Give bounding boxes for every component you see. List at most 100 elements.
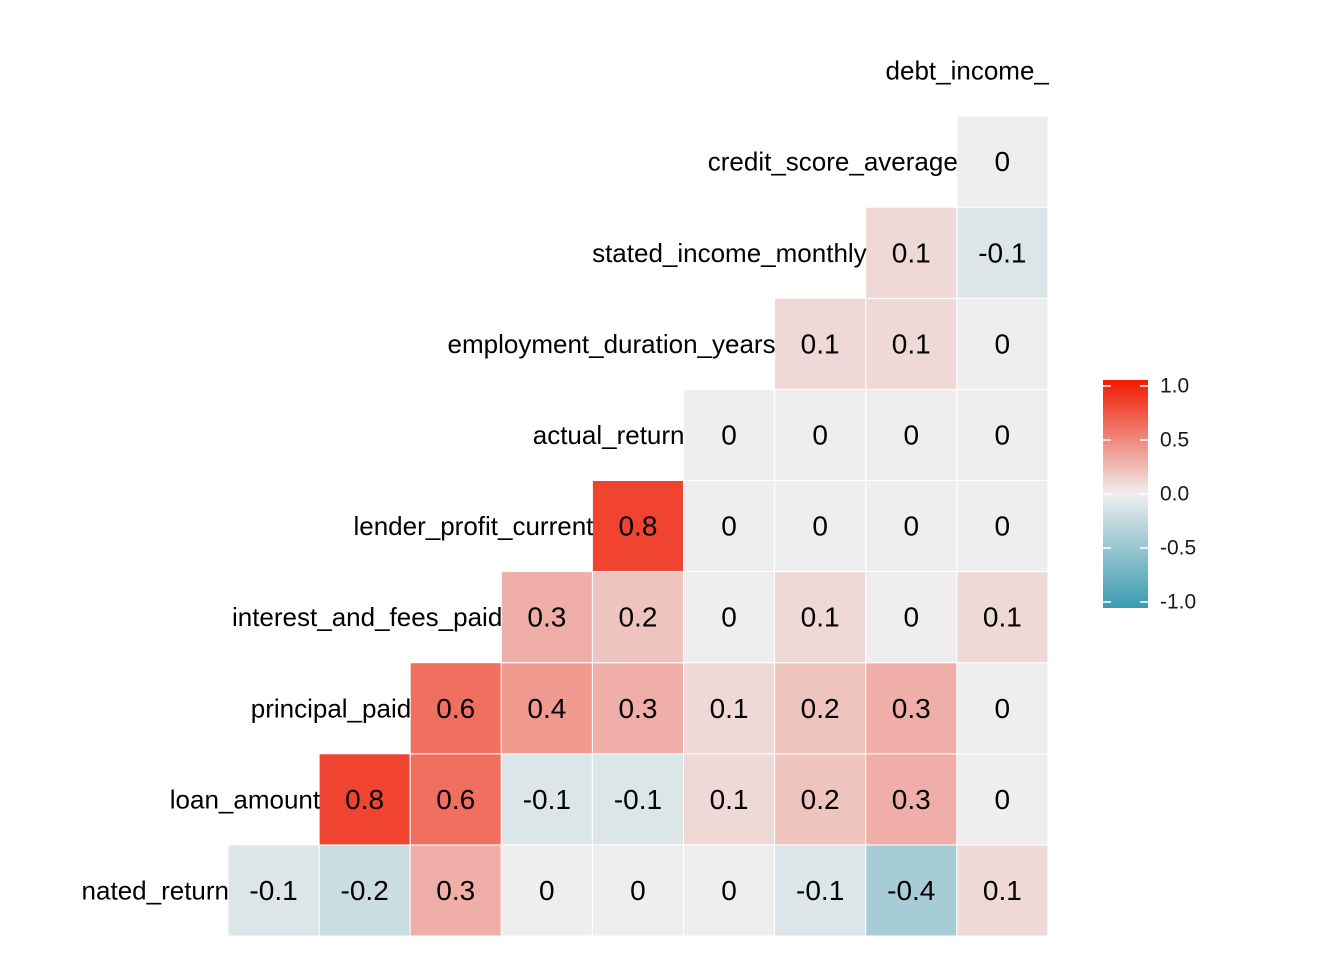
heatmap-cell bbox=[956, 297, 1049, 390]
heatmap-cell bbox=[865, 753, 958, 846]
heatmap-cell bbox=[591, 844, 685, 937]
heatmap-cell bbox=[956, 662, 1049, 755]
row-labels: nated_return loan_amount principal_paid int… bbox=[82, 56, 1050, 906]
heatmap-cell bbox=[956, 844, 1049, 937]
cell-value: 0 bbox=[995, 146, 1011, 177]
cell-value: 0.2 bbox=[618, 602, 657, 633]
heatmap-cell bbox=[318, 844, 411, 937]
row-label: stated_income_monthly bbox=[592, 238, 867, 268]
heatmap-cell bbox=[865, 206, 958, 299]
heatmap-cell bbox=[865, 480, 958, 573]
legend-tick-label: 1.0 bbox=[1160, 375, 1189, 398]
row-label: actual_return bbox=[533, 420, 685, 450]
cell-value: 0 bbox=[630, 875, 646, 906]
row-label: credit_score_average bbox=[708, 147, 958, 177]
cell-value: -0.1 bbox=[249, 875, 297, 906]
cell-value: 0.1 bbox=[801, 328, 840, 359]
cell-value: 0.4 bbox=[527, 693, 566, 724]
cell-value: -0.2 bbox=[341, 875, 389, 906]
heatmap-cell bbox=[409, 662, 502, 755]
cell-value: 0.6 bbox=[436, 693, 475, 724]
heatmap-cell bbox=[774, 388, 867, 481]
heatmap-cell bbox=[865, 662, 958, 755]
cell-value: 0.8 bbox=[345, 784, 384, 815]
heatmap-cell bbox=[956, 206, 1049, 299]
cell-value: 0 bbox=[721, 602, 737, 633]
heatmap-cell bbox=[500, 571, 593, 664]
cell-value: 0 bbox=[995, 511, 1011, 542]
heatmap-cell bbox=[227, 844, 320, 937]
cell-value: 0 bbox=[995, 419, 1011, 450]
cell-value: 0.1 bbox=[801, 602, 840, 633]
cell-value: 0 bbox=[721, 419, 737, 450]
legend-tick-label: -1.0 bbox=[1160, 591, 1196, 614]
cell-value: 0 bbox=[995, 693, 1011, 724]
cell-value: -0.1 bbox=[614, 784, 662, 815]
cell-value: 0 bbox=[903, 511, 919, 542]
cell-value: 0.1 bbox=[710, 784, 749, 815]
heatmap-cell bbox=[865, 844, 958, 937]
cell-value: -0.4 bbox=[887, 875, 935, 906]
heatmap-cell bbox=[865, 571, 958, 664]
cell-value: 0.6 bbox=[436, 784, 475, 815]
heatmap-cell bbox=[774, 297, 867, 390]
cell-value: 0.3 bbox=[618, 693, 657, 724]
heatmap-cell bbox=[956, 571, 1049, 664]
row-label: principal_paid bbox=[251, 693, 411, 723]
row-label: interest_and_fees_paid bbox=[232, 602, 502, 632]
heatmap-cell bbox=[683, 662, 776, 755]
heatmap-cell bbox=[774, 844, 867, 937]
row-label: loan_amount bbox=[170, 784, 321, 814]
cell-value: 0.2 bbox=[801, 693, 840, 724]
cell-value: 0.3 bbox=[892, 784, 931, 815]
row-label: lender_profit_current bbox=[353, 511, 594, 541]
cell-value: 0.1 bbox=[710, 693, 749, 724]
heatmap-cell bbox=[591, 753, 685, 846]
cell-value: 0 bbox=[539, 875, 555, 906]
heatmap-cell bbox=[774, 753, 867, 846]
heatmap-cell bbox=[683, 571, 776, 664]
cell-value: 0 bbox=[995, 784, 1011, 815]
cell-value: 0 bbox=[721, 511, 737, 542]
cell-value: 0.3 bbox=[892, 693, 931, 724]
heatmap-cell bbox=[956, 480, 1049, 573]
legend-tick-label: 0.5 bbox=[1160, 429, 1189, 452]
cell-value: 0.1 bbox=[983, 602, 1022, 633]
heatmap-cell bbox=[500, 753, 593, 846]
cell-value: -0.1 bbox=[978, 237, 1026, 268]
cell-value: 0.2 bbox=[801, 784, 840, 815]
color-legend: 1.0 0.5 0.0 -0.5 -1.0 bbox=[1103, 375, 1196, 614]
heatmap-cell bbox=[865, 297, 958, 390]
cell-value: 0.1 bbox=[983, 875, 1022, 906]
cell-value: 0.3 bbox=[527, 602, 566, 633]
cell-value: 0 bbox=[995, 328, 1011, 359]
heatmap-cell bbox=[865, 388, 958, 481]
cell-value: 0.1 bbox=[892, 328, 931, 359]
cell-value: 0.8 bbox=[618, 511, 657, 542]
heatmap-cells bbox=[227, 115, 1049, 937]
cell-value: -0.1 bbox=[523, 784, 571, 815]
heatmap-cell bbox=[500, 662, 593, 755]
row-label: debt_income_ bbox=[886, 56, 1050, 86]
heatmap-cell bbox=[774, 571, 867, 664]
heatmap-cell bbox=[683, 388, 776, 481]
cell-value: 0 bbox=[812, 419, 828, 450]
heatmap-cell bbox=[956, 753, 1049, 846]
heatmap-cell bbox=[318, 753, 411, 846]
cell-value: 0.3 bbox=[436, 875, 475, 906]
legend-tick-label: -0.5 bbox=[1160, 537, 1196, 560]
heatmap-cell bbox=[500, 844, 593, 937]
cell-value: 0 bbox=[903, 602, 919, 633]
legend-tick-label: 0.0 bbox=[1160, 483, 1189, 506]
heatmap-cell bbox=[956, 115, 1049, 208]
cell-value: 0 bbox=[721, 875, 737, 906]
cell-value: 0.1 bbox=[892, 237, 931, 268]
heatmap-cell bbox=[591, 662, 685, 755]
heatmap-cell bbox=[683, 844, 776, 937]
cell-value: -0.1 bbox=[796, 875, 844, 906]
cell-value: 0 bbox=[812, 511, 828, 542]
row-label: employment_duration_years bbox=[448, 329, 776, 359]
row-label: nated_return bbox=[82, 875, 229, 905]
cell-value: 0 bbox=[903, 419, 919, 450]
